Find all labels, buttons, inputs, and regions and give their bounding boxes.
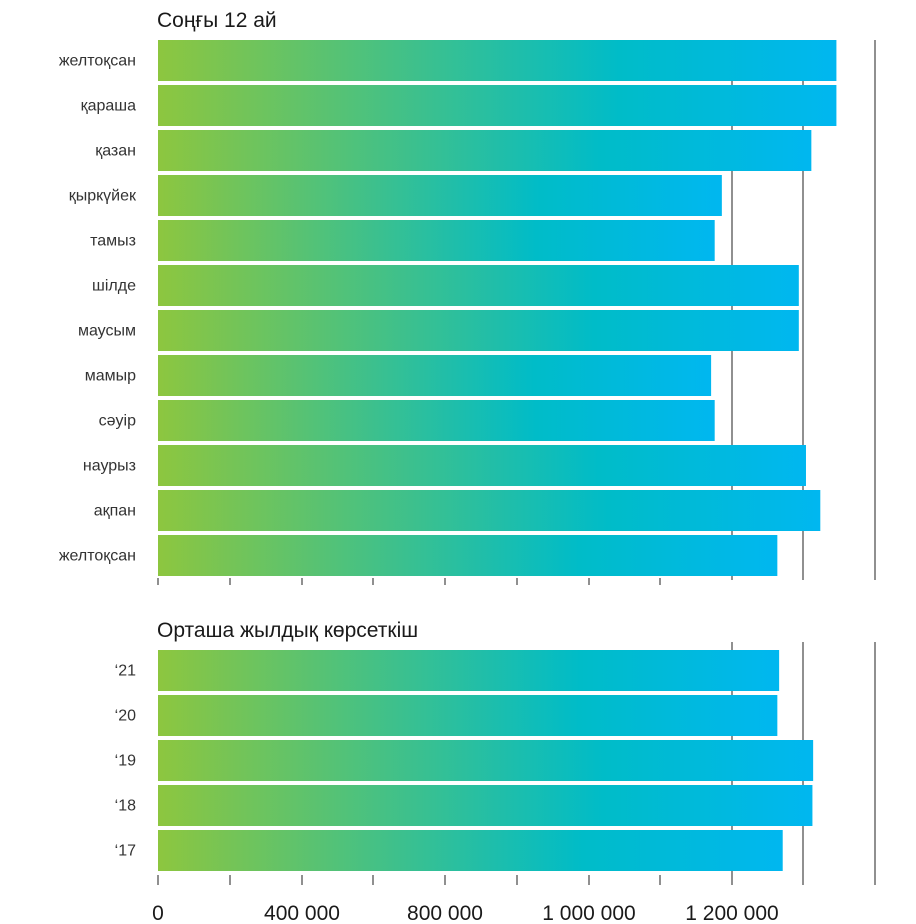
bar-1-10 (158, 445, 806, 486)
chart-2-title: Орташа жылдық көрсеткіш (157, 619, 418, 642)
bar-1-6 (158, 265, 799, 306)
chart-1-title: Соңғы 12 ай (157, 9, 277, 32)
category-label: қараша (81, 98, 137, 115)
bar-2-4 (158, 785, 813, 826)
bar-1-12 (158, 535, 778, 576)
category-label: ‘19 (115, 753, 136, 770)
category-label: мамыр (85, 368, 136, 385)
bar-2-2 (158, 695, 778, 736)
category-label: қазан (95, 143, 136, 160)
bar-1-3 (158, 130, 812, 171)
bars-layer (158, 40, 837, 871)
category-label: ‘17 (115, 843, 136, 860)
x-tick-label: 1 000 000 (542, 902, 635, 924)
bar-1-4 (158, 175, 722, 216)
category-label: ‘21 (115, 663, 136, 680)
category-label: желтоқсан (59, 548, 136, 565)
category-label: наурыз (83, 458, 136, 475)
category-label: маусым (78, 323, 136, 340)
bar-1-7 (158, 310, 799, 351)
category-label: ‘20 (115, 708, 136, 725)
bar-1-11 (158, 490, 821, 531)
x-tick-label: 0 (152, 902, 164, 924)
bar-1-1 (158, 40, 837, 81)
bar-1-9 (158, 400, 715, 441)
bar-2-3 (158, 740, 814, 781)
category-label: ақпан (94, 503, 136, 520)
bar-1-5 (158, 220, 715, 261)
x-tick-label: 1 200 000 (685, 902, 778, 924)
category-label: шілде (92, 278, 136, 295)
bar-2-5 (158, 830, 783, 871)
category-label: қыркүйек (69, 188, 137, 205)
category-label: тамыз (90, 233, 136, 250)
x-tick-label: 400 000 (264, 902, 340, 924)
labels-layer: желтоқсан қараша қазан қыркүйек тамыз шілде ма… (59, 53, 137, 860)
bar-2-1 (158, 650, 780, 691)
category-label: сәуір (99, 413, 136, 430)
bar-1-8 (158, 355, 712, 396)
x-tick-label: 800 000 (407, 902, 483, 924)
category-label: ‘18 (115, 798, 136, 815)
bar-1-2 (158, 85, 837, 126)
x-axis-ticks: 0 400 000 800 000 1 000 000 1 200 000 (152, 902, 779, 924)
category-label: желтоқсан (59, 53, 136, 70)
